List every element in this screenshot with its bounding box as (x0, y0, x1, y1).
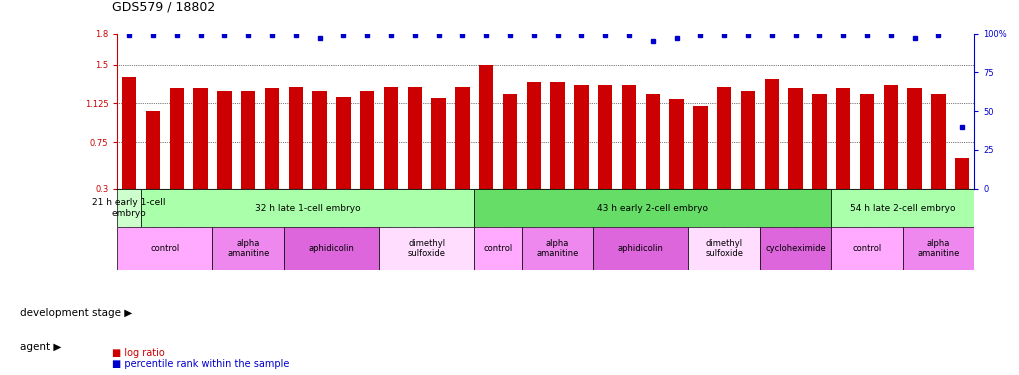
Text: control: control (150, 244, 179, 253)
Text: 21 h early 1-cell
embryo: 21 h early 1-cell embryo (93, 198, 166, 218)
Bar (902, 227, 973, 270)
Text: aphidicolin: aphidicolin (618, 244, 663, 253)
Bar (122, 77, 137, 189)
Bar (379, 227, 474, 270)
Bar (169, 88, 183, 189)
Bar (830, 189, 973, 227)
Text: aphidicolin: aphidicolin (309, 244, 354, 253)
Bar (526, 82, 540, 189)
Bar (283, 227, 379, 270)
Text: alpha
amanitine: alpha amanitine (916, 239, 959, 258)
Text: control: control (483, 244, 513, 253)
Bar (882, 86, 897, 189)
Bar (930, 94, 945, 189)
Text: 54 h late 2-cell embryo: 54 h late 2-cell embryo (849, 204, 955, 213)
Bar (336, 97, 351, 189)
Bar (408, 87, 422, 189)
Bar (474, 189, 830, 227)
Text: ■ log ratio: ■ log ratio (112, 348, 165, 358)
Bar (622, 86, 636, 189)
Bar (740, 90, 754, 189)
Bar (141, 189, 474, 227)
Bar (474, 227, 522, 270)
Bar (597, 86, 611, 189)
Bar (550, 82, 565, 189)
Text: dimethyl
sulfoxide: dimethyl sulfoxide (704, 239, 743, 258)
Text: dimethyl
sulfoxide: dimethyl sulfoxide (408, 239, 445, 258)
Bar (117, 227, 212, 270)
Bar (240, 90, 255, 189)
Text: 43 h early 2-cell embryo: 43 h early 2-cell embryo (597, 204, 707, 213)
Bar (479, 65, 493, 189)
Text: alpha
amanitine: alpha amanitine (536, 239, 578, 258)
Bar (383, 87, 397, 189)
Text: control: control (852, 244, 880, 253)
Text: 32 h late 1-cell embryo: 32 h late 1-cell embryo (255, 204, 360, 213)
Bar (522, 227, 593, 270)
Bar (645, 94, 659, 189)
Bar (117, 189, 141, 227)
Bar (693, 106, 707, 189)
Text: agent ▶: agent ▶ (20, 342, 62, 352)
Text: ■ percentile rank within the sample: ■ percentile rank within the sample (112, 359, 289, 369)
Bar (907, 88, 921, 189)
Bar (788, 88, 802, 189)
Text: development stage ▶: development stage ▶ (20, 308, 132, 318)
Bar (830, 227, 902, 270)
Bar (265, 88, 279, 189)
Bar (716, 87, 731, 189)
Bar (954, 158, 968, 189)
Bar (859, 94, 873, 189)
Bar (217, 90, 231, 189)
Bar (593, 227, 688, 270)
Bar (360, 90, 374, 189)
Bar (431, 98, 445, 189)
Bar (811, 94, 825, 189)
Bar (288, 87, 303, 189)
Text: GDS579 / 18802: GDS579 / 18802 (112, 0, 215, 13)
Bar (836, 88, 850, 189)
Text: alpha
amanitine: alpha amanitine (227, 239, 269, 258)
Text: cycloheximide: cycloheximide (764, 244, 825, 253)
Bar (764, 79, 779, 189)
Bar (688, 227, 759, 270)
Bar (668, 99, 683, 189)
Bar (454, 87, 469, 189)
Bar (574, 86, 588, 189)
Bar (759, 227, 830, 270)
Bar (502, 94, 517, 189)
Bar (194, 88, 208, 189)
Bar (212, 227, 283, 270)
Bar (312, 90, 326, 189)
Bar (146, 111, 160, 189)
